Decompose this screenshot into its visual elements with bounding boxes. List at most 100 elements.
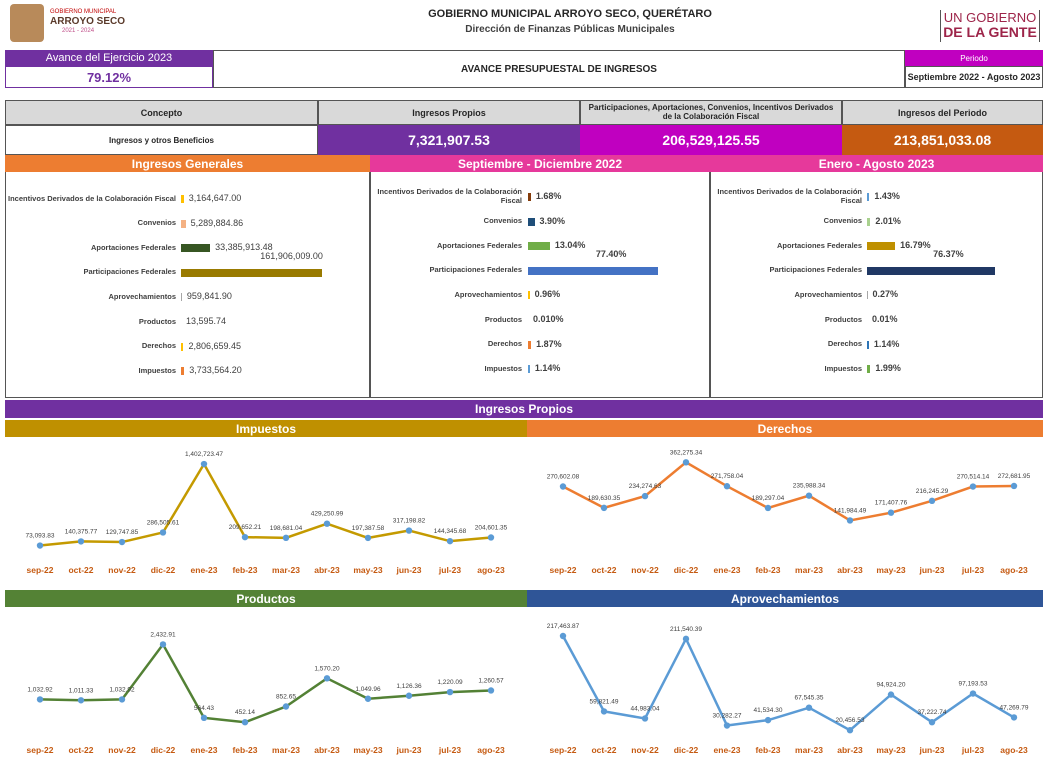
value-label: 37,222.74 xyxy=(918,709,947,716)
x-tick-label: dic-22 xyxy=(151,745,176,755)
chart-title: Derechos xyxy=(527,420,1043,437)
marker xyxy=(805,492,813,499)
x-tick-label: ago-23 xyxy=(1000,565,1028,575)
value-label: 235,988.34 xyxy=(793,483,826,490)
value-label: 73,093.83 xyxy=(26,533,55,540)
slogan: UN GOBIERNO xyxy=(943,10,1037,25)
marker xyxy=(77,697,85,704)
value-label: 0.01% xyxy=(872,314,898,324)
bar xyxy=(181,293,182,302)
category-label: Impuestos xyxy=(824,363,862,373)
value-label: 189,630.35 xyxy=(588,495,621,502)
marker xyxy=(641,715,649,722)
x-tick-label: oct-22 xyxy=(591,565,616,575)
table-header: Concepto xyxy=(5,100,318,125)
value-label: 270,602.08 xyxy=(547,474,580,481)
category-label: Aprovechamientos xyxy=(108,292,176,302)
x-tick-label: mar-23 xyxy=(795,745,823,755)
table-header: Ingresos del Periodo xyxy=(842,100,1043,125)
value-label: 1,126.36 xyxy=(396,683,422,690)
marker xyxy=(323,675,331,682)
marker xyxy=(405,692,413,699)
value-label: 271,758.04 xyxy=(711,473,744,480)
value-label: 211,540.39 xyxy=(670,626,702,633)
marker xyxy=(600,504,608,512)
chart-title: Impuestos xyxy=(5,420,527,437)
chart-title: Ingresos Generales xyxy=(5,155,370,172)
category-label: Derechos xyxy=(827,339,862,349)
value-label: 217,463.87 xyxy=(547,623,580,630)
x-tick-label: nov-22 xyxy=(108,745,136,755)
chart-title: Aprovechamientos xyxy=(527,590,1043,607)
marker xyxy=(682,635,690,643)
value-label: 1,032.92 xyxy=(27,686,53,693)
x-tick-label: may-23 xyxy=(876,565,906,575)
category-label: Participaciones Federales xyxy=(769,265,862,275)
x-tick-label: feb-23 xyxy=(232,565,257,575)
page-subtitle: Dirección de Finanzas Públicas Municipal… xyxy=(465,24,675,35)
x-tick-label: ene-23 xyxy=(714,745,741,755)
value-label: 1.68% xyxy=(535,191,562,201)
x-tick-label: may-23 xyxy=(353,565,383,575)
marker xyxy=(887,691,895,698)
marker xyxy=(200,714,208,722)
value-label: 197,387.58 xyxy=(352,525,385,532)
marker xyxy=(846,727,854,734)
value-label: 16.79% xyxy=(900,240,931,251)
marker xyxy=(405,527,413,534)
progress-label: Avance del Ejercicio 2023 xyxy=(5,50,213,66)
x-tick-label: mar-23 xyxy=(272,745,300,755)
bar xyxy=(867,340,869,349)
marker xyxy=(446,537,454,545)
bar xyxy=(181,195,184,203)
category-label: Aportaciones Federales xyxy=(776,240,862,250)
bar xyxy=(867,242,896,251)
value-label: 1.99% xyxy=(875,363,901,374)
marker xyxy=(846,517,854,524)
value-label: 47,269.79 xyxy=(1000,704,1029,711)
x-tick-label: ene-23 xyxy=(191,745,218,755)
category-label: Convenios xyxy=(823,216,862,226)
section-title: Ingresos Propios xyxy=(5,400,1043,418)
value-label: 2,432.91 xyxy=(150,631,176,638)
value-label: 189,297.04 xyxy=(752,495,785,502)
value-label: 272,681.95 xyxy=(998,473,1031,480)
x-tick-label: jul-23 xyxy=(961,565,984,575)
marker xyxy=(77,538,85,545)
value-label: 0.010% xyxy=(533,314,564,324)
value-label: 1.43% xyxy=(874,191,900,201)
bar xyxy=(528,266,658,275)
value-label: 1.87% xyxy=(536,338,562,349)
marker xyxy=(159,641,167,648)
bar xyxy=(528,340,532,349)
value-label: 1,570.20 xyxy=(314,665,340,672)
marker xyxy=(487,687,495,694)
logo-emblem xyxy=(10,4,44,42)
marker xyxy=(241,719,249,726)
marker xyxy=(364,534,372,542)
marker xyxy=(118,696,126,703)
x-tick-label: ene-23 xyxy=(191,565,218,575)
category-label: Derechos xyxy=(487,339,522,349)
value-label: 13.04% xyxy=(554,240,586,251)
x-tick-label: oct-22 xyxy=(68,745,93,755)
slogan-frame xyxy=(940,10,1040,42)
x-tick-label: mar-23 xyxy=(795,565,823,575)
marker xyxy=(36,542,44,549)
period-label: Periodo xyxy=(905,50,1043,66)
category-label: Impuestos xyxy=(138,365,176,375)
value-label: 76.37% xyxy=(933,248,964,259)
line xyxy=(561,635,1015,732)
category-label: Productos xyxy=(138,316,176,326)
x-tick-label: jul-23 xyxy=(438,565,461,575)
marker xyxy=(969,483,977,490)
x-tick-label: jul-23 xyxy=(438,745,461,755)
period: Septiembre 2022 - Agosto 2023 xyxy=(905,66,1043,88)
bar xyxy=(528,193,531,201)
x-tick-label: sep-22 xyxy=(27,745,54,755)
value-label: 20,456.53 xyxy=(836,717,865,724)
bar xyxy=(867,217,871,226)
marker xyxy=(559,632,567,640)
category-label: Incentivos Derivados de la Colaboración … xyxy=(377,187,522,205)
